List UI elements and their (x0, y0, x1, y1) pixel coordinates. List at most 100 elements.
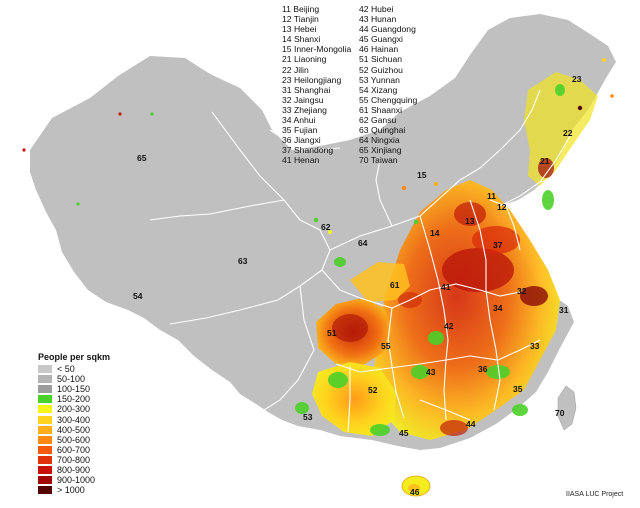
legend-item: < 50 (38, 364, 110, 374)
province-borders (149, 89, 589, 433)
legend-item: 150-200 (38, 394, 110, 404)
province-code: 61 Shaanxi (359, 104, 403, 115)
map-label: 35 (513, 384, 523, 394)
legend-item: 100-150 (38, 384, 110, 394)
legend-swatch (38, 435, 52, 444)
map-label: 64 (358, 238, 368, 248)
legend-swatch (38, 476, 52, 485)
legend-label: 500-600 (57, 434, 91, 445)
province-code: 33 Zhejiang (282, 104, 327, 115)
legend-label: 200-300 (57, 404, 91, 415)
legend-item: 500-600 (38, 435, 110, 445)
legend-swatch (38, 455, 52, 464)
province-code: 62 Gansu (359, 115, 397, 126)
legend-item: 400-500 (38, 425, 110, 435)
legend-swatch (38, 405, 52, 414)
province-code: 55 Chengquing (359, 94, 418, 105)
legend-label: > 1000 (57, 485, 85, 496)
map-label: 23 (572, 74, 582, 84)
map-label: 42 (444, 321, 454, 331)
legend-swatch (38, 425, 52, 434)
province-code: 14 Shanxi (282, 34, 321, 45)
province-code: 65 Xinjiang (359, 145, 402, 156)
legend-label: 600-700 (57, 444, 91, 455)
province-code-list-2: 42 Hubei 43 Hunan 44 Guangdong 45 Guangx… (359, 4, 417, 166)
map-label: 63 (238, 256, 248, 266)
province-code: 34 Anhui (282, 115, 316, 126)
province-code: 36 Jiangxi (282, 135, 321, 146)
legend-swatch (38, 385, 52, 394)
legend-item: 900-1000 (38, 475, 110, 485)
province-code: 21 Liaoning (282, 54, 327, 65)
legend-item: 600-700 (38, 445, 110, 455)
province-code: 70 Taiwan (359, 155, 398, 166)
density-hotspots (332, 158, 554, 436)
legend-rows: < 50 50-100 100-150 150-200 200-300 300-400 40… (38, 364, 110, 495)
legend-label: 800-900 (57, 464, 91, 475)
legend-label: 300-400 (57, 414, 91, 425)
map-label: 37 (493, 240, 503, 250)
legend-swatch (38, 415, 52, 424)
map-label: 41 (441, 282, 451, 292)
map-label: 53 (303, 412, 313, 422)
map-label: 44 (466, 419, 476, 429)
map-label: 22 (563, 128, 573, 138)
legend-item: 300-400 (38, 414, 110, 425)
map-label: 33 (530, 341, 540, 351)
map-code-labels: 65 54 63 62 64 15 23 22 21 11 12 13 14 3… (133, 74, 582, 497)
map-label: 52 (368, 385, 378, 395)
legend-swatch (38, 445, 52, 454)
province-code: 37 Shandong (282, 145, 334, 156)
map-label: 13 (465, 216, 475, 226)
hainan-core (408, 484, 420, 492)
map-label: 54 (133, 291, 143, 301)
map-label: 55 (381, 341, 391, 351)
legend-item: 700-800 (38, 455, 110, 465)
province-code: 11 Beijing (282, 4, 320, 14)
map-label: 11 (487, 191, 496, 201)
legend-item: 800-900 (38, 465, 110, 475)
scattered-density-dots (22, 58, 614, 234)
density-zone-shaanxi (350, 262, 410, 302)
map-label: 15 (417, 170, 427, 180)
legend-label: 100-150 (57, 384, 91, 395)
map-label: 46 (410, 487, 420, 497)
province-code: 15 Inner-Mongolia (282, 44, 352, 55)
province-code: 42 Hubei (359, 4, 394, 14)
province-code: 31 Shanghai (282, 84, 331, 95)
province-code: 51 Sichuan (359, 54, 403, 65)
map-label: 31 (559, 305, 569, 315)
province-code: 44 Guangdong (359, 24, 416, 35)
map-label: 43 (426, 367, 436, 377)
map-label: 62 (321, 222, 331, 232)
density-green-patches (295, 84, 565, 436)
province-code: 52 Guizhou (359, 64, 403, 75)
province-code-list-1: 11 Beijing 12 Tianjin 13 Hebei 14 Shanxi… (282, 4, 351, 166)
legend-label: 50-100 (57, 374, 86, 385)
province-code: 53 Yunnan (359, 74, 400, 85)
legend-title: People per sqkm (38, 352, 111, 362)
map-label: 61 (390, 280, 400, 290)
density-legend: People per sqkm < 50 50-100 100-150 150-200… (38, 352, 110, 495)
legend-swatch (38, 395, 52, 404)
map-label: 14 (430, 228, 440, 238)
map-label: 36 (478, 364, 488, 374)
province-code: 41 Henan (282, 155, 320, 166)
legend-item: 50-100 (38, 374, 110, 384)
map-label: 51 (327, 328, 337, 338)
province-code: 43 Hunan (359, 14, 397, 25)
legend-swatch (38, 365, 52, 374)
legend-label: 900-1000 (57, 475, 96, 486)
map-label: 21 (540, 156, 550, 166)
province-code: 46 Hainan (359, 44, 399, 55)
legend-swatch (38, 465, 52, 474)
province-code: 22 Jilin (282, 64, 309, 75)
legend-label: < 50 (57, 364, 75, 375)
map-label: 45 (399, 428, 409, 438)
map-label: 65 (137, 153, 147, 163)
map-label: 32 (517, 286, 527, 296)
legend-label: 400-500 (57, 424, 91, 435)
province-code: 12 Tianjin (282, 14, 319, 25)
province-code: 23 Heilongjiang (282, 74, 342, 85)
